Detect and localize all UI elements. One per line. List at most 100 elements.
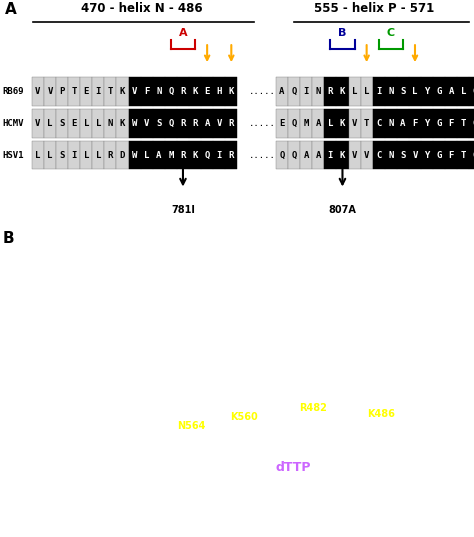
Text: N: N bbox=[108, 119, 113, 128]
Bar bbox=[68, 109, 80, 137]
Bar bbox=[56, 77, 68, 106]
Bar bbox=[433, 141, 445, 170]
Bar bbox=[201, 141, 213, 170]
Bar bbox=[141, 141, 153, 170]
Bar bbox=[361, 141, 373, 170]
Bar bbox=[128, 77, 141, 106]
Text: K486: K486 bbox=[367, 409, 395, 419]
Text: HSV1: HSV1 bbox=[2, 151, 24, 159]
Text: N: N bbox=[388, 87, 393, 96]
Text: L: L bbox=[96, 119, 101, 128]
Bar bbox=[300, 77, 312, 106]
Text: E: E bbox=[72, 119, 77, 128]
Bar bbox=[128, 141, 141, 170]
Text: C: C bbox=[376, 119, 382, 128]
Text: I: I bbox=[217, 151, 222, 159]
Text: G: G bbox=[437, 151, 442, 159]
Bar bbox=[177, 141, 189, 170]
Bar bbox=[56, 109, 68, 137]
Text: R: R bbox=[192, 119, 198, 128]
Text: N564: N564 bbox=[177, 421, 206, 431]
Text: B: B bbox=[3, 231, 15, 246]
Text: L: L bbox=[83, 119, 89, 128]
Text: Q: Q bbox=[292, 87, 297, 96]
Text: F: F bbox=[448, 119, 454, 128]
Text: L: L bbox=[47, 119, 53, 128]
Text: A: A bbox=[179, 28, 187, 38]
Text: 470 - helix N - 486: 470 - helix N - 486 bbox=[82, 2, 203, 15]
Bar bbox=[348, 109, 361, 137]
Bar bbox=[397, 141, 409, 170]
Bar bbox=[44, 141, 56, 170]
Text: I: I bbox=[72, 151, 77, 159]
Text: E: E bbox=[204, 87, 210, 96]
Text: V: V bbox=[364, 151, 369, 159]
Bar bbox=[300, 109, 312, 137]
Text: V: V bbox=[412, 151, 418, 159]
Bar bbox=[32, 77, 44, 106]
Bar bbox=[276, 141, 288, 170]
Text: T: T bbox=[108, 87, 113, 96]
Text: A: A bbox=[5, 2, 17, 17]
Bar bbox=[469, 109, 474, 137]
Text: D: D bbox=[120, 151, 125, 159]
Bar bbox=[288, 77, 300, 106]
Bar bbox=[213, 77, 225, 106]
Bar bbox=[92, 77, 104, 106]
Bar bbox=[104, 109, 117, 137]
Bar bbox=[32, 109, 44, 137]
Text: R: R bbox=[228, 119, 234, 128]
Text: K: K bbox=[120, 119, 125, 128]
Bar bbox=[348, 77, 361, 106]
Bar bbox=[324, 77, 337, 106]
Bar bbox=[409, 141, 421, 170]
Text: 781I: 781I bbox=[171, 206, 195, 215]
Text: W: W bbox=[132, 119, 137, 128]
Bar bbox=[213, 109, 225, 137]
Text: L: L bbox=[461, 87, 466, 96]
Text: M: M bbox=[168, 151, 173, 159]
Text: K560: K560 bbox=[230, 412, 258, 422]
Text: F: F bbox=[144, 87, 149, 96]
Bar bbox=[201, 109, 213, 137]
Text: Q: Q bbox=[292, 151, 297, 159]
Bar bbox=[104, 141, 117, 170]
Text: K: K bbox=[228, 87, 234, 96]
Bar bbox=[409, 77, 421, 106]
Bar bbox=[141, 77, 153, 106]
Bar bbox=[68, 141, 80, 170]
Text: helices N: helices N bbox=[296, 253, 360, 266]
Bar bbox=[421, 77, 433, 106]
Bar bbox=[177, 109, 189, 137]
Text: R: R bbox=[228, 151, 234, 159]
Text: C: C bbox=[376, 151, 382, 159]
Bar bbox=[201, 77, 213, 106]
Text: I: I bbox=[96, 87, 101, 96]
Text: .....: ..... bbox=[249, 87, 276, 96]
Text: S: S bbox=[59, 119, 65, 128]
Text: G: G bbox=[437, 119, 442, 128]
Text: L: L bbox=[328, 119, 333, 128]
Text: I: I bbox=[376, 87, 382, 96]
Text: Q: Q bbox=[292, 119, 297, 128]
Bar bbox=[276, 109, 288, 137]
Text: L: L bbox=[352, 87, 357, 96]
Bar bbox=[324, 109, 337, 137]
Bar bbox=[457, 109, 469, 137]
Bar bbox=[117, 77, 128, 106]
Bar bbox=[324, 141, 337, 170]
Bar bbox=[469, 141, 474, 170]
Text: R: R bbox=[328, 87, 333, 96]
Bar bbox=[397, 77, 409, 106]
Text: V: V bbox=[217, 119, 222, 128]
Text: R482: R482 bbox=[299, 403, 327, 413]
Text: Y: Y bbox=[424, 151, 430, 159]
Text: C: C bbox=[387, 28, 395, 38]
Text: Q: Q bbox=[168, 119, 173, 128]
Text: K: K bbox=[120, 87, 125, 96]
Bar bbox=[433, 109, 445, 137]
Bar bbox=[32, 141, 44, 170]
Text: A: A bbox=[316, 119, 321, 128]
Bar bbox=[288, 141, 300, 170]
Bar bbox=[385, 141, 397, 170]
